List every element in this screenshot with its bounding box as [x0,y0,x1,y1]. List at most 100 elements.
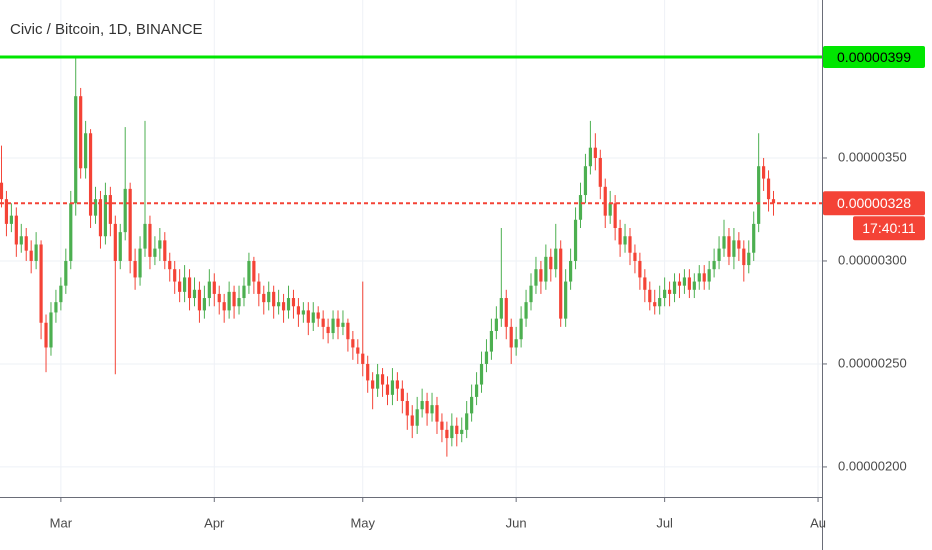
candle-body [138,248,142,278]
candle-body [588,147,592,167]
candle-body [479,363,484,385]
candle-body [88,133,93,216]
candle-body [425,401,429,414]
candle-body [153,248,157,257]
candle-body [737,240,741,249]
candle-body [494,318,498,331]
candle-body [84,133,88,169]
candle-body [9,215,13,224]
candle-body [559,248,563,319]
candle-body [702,273,706,282]
candle-body [618,228,622,245]
candle-body [281,302,286,311]
y-tick-label: 0.00000350 [838,149,907,164]
candle-body [123,188,127,233]
candle-body [19,236,23,245]
candle-body [722,236,726,249]
candle-body [613,203,617,229]
candle-body [98,199,103,237]
candle-body [252,260,256,282]
candle-body [385,384,390,395]
candle-body [395,380,399,389]
candle-body [405,401,409,416]
candle-body [371,380,375,389]
countdown-box [853,216,925,241]
candle-body [762,166,766,179]
y-tick-label: 0.00000250 [838,355,907,370]
candle-body [108,195,112,224]
candle-body [771,199,776,204]
candle-body [321,318,325,327]
candle-body [178,281,182,292]
candle-body [182,277,187,292]
candle-body [277,302,281,307]
candle-body [4,199,9,224]
level-label: 0.00000399 [837,49,911,65]
candle-body [757,166,761,224]
candle-body [336,318,340,327]
candle-body [663,289,667,299]
candle-body [316,312,320,319]
candle-body [549,256,553,270]
candle-body [34,244,38,261]
candle-body [672,281,677,294]
candle-body [643,277,647,290]
candle-body [286,298,291,311]
last-price-box [823,191,925,216]
x-tick-label: Au [810,515,826,530]
candle-body [222,302,226,311]
candle-body [455,425,459,434]
candle-body [742,248,746,266]
candle-body [291,298,296,307]
candle-body [648,289,652,303]
candle-body [311,312,315,323]
candle-body [712,260,716,270]
candle-body [346,322,350,340]
candle-body [628,236,632,253]
chart-title: Civic / Bitcoin, 1D, BINANCE [10,21,203,38]
candle-body [752,223,756,253]
candle-body [504,298,508,327]
candle-body [465,413,469,430]
candle-body [608,203,612,216]
candle-body [440,421,444,430]
candle-body [415,409,419,426]
candle-body [227,291,231,311]
candle-body [0,182,4,200]
candle-body [687,277,691,290]
candle-body [158,240,162,249]
candle-body [232,291,236,307]
candle-body [39,244,43,323]
level-label-box [823,46,925,69]
candle-body [692,281,696,290]
candle-body [143,223,147,249]
candle-body [14,215,18,245]
candle-body [474,384,479,397]
candle-body [623,236,627,245]
candle-body [390,380,395,395]
candle-body [217,293,221,303]
candle-body [484,351,489,364]
candle-body [296,306,301,315]
candle-body [74,96,78,204]
x-tick-label: May [350,515,375,530]
candle-body [529,285,533,303]
candle-body [603,186,607,216]
candle-body [44,322,48,348]
candle-body [420,401,424,410]
candle-body [658,298,662,307]
candle-body [400,388,404,402]
candle-body [435,405,439,422]
candle-body [212,281,216,294]
x-tick-label: Jul [656,515,673,530]
candle-body [375,374,380,389]
candle-body [766,178,771,200]
candle-body [460,429,464,434]
x-tick-label: Mar [50,515,73,530]
candle-body [470,396,474,414]
candle-body [747,252,751,266]
last-price-label: 0.00000328 [837,195,911,211]
candle-body [445,429,449,439]
candle-body [554,248,558,270]
candle-body [202,298,206,311]
